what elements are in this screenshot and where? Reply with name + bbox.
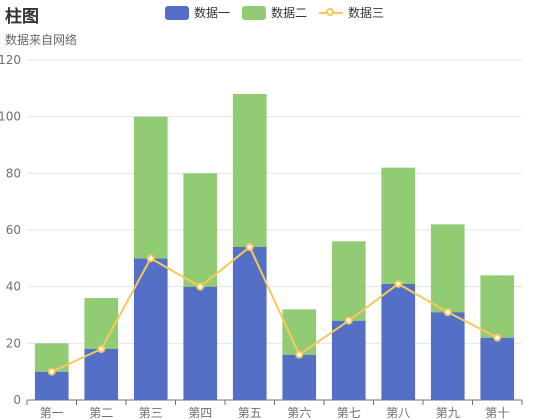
x-tick-label-3: 第三 [139,406,163,420]
bar-series-2-4 [183,173,218,287]
line-point-5 [245,243,254,251]
y-tick-label-0: 0 [13,393,21,407]
line-point-9 [443,308,452,317]
y-tick-label-120: 120 [0,53,21,67]
line-point-4 [196,282,205,291]
legend-item-series-3[interactable]: 数据三 [319,4,384,21]
x-tick-label-5: 第五 [238,406,262,420]
line-point-2 [97,345,106,353]
bar-series-1-5 [232,247,267,400]
bar-series-2-5 [232,94,267,247]
line-point-8 [394,279,403,288]
x-tick-label-8: 第八 [386,406,410,420]
y-tick-label-100: 100 [0,110,21,124]
bar-series-1-6 [282,354,317,400]
bar-series-2-2 [84,298,119,349]
legend-item-series-2[interactable]: 数据二 [242,4,307,21]
bar-series-1-9 [430,312,465,400]
x-tick-label-1: 第一 [40,406,64,420]
line-point-3 [146,254,155,263]
line-point-7 [344,316,353,325]
bar-series-1-10 [480,337,515,400]
legend-label-series-2: 数据二 [271,6,308,20]
x-tick-label-10: 第十 [485,406,509,420]
x-tick-label-2: 第二 [89,406,113,420]
legend: 数据一 数据二 数据三 [165,4,396,21]
line-point-10 [493,333,502,342]
line-point-6 [295,350,304,359]
bar-series-2-9 [430,224,465,313]
x-tick-label-4: 第四 [188,406,212,420]
bar-series-2-1 [34,343,69,372]
bar-series-2-10 [480,275,515,338]
bar-series-2-6 [282,309,317,355]
x-tick-label-9: 第九 [436,406,460,420]
chart-title: 柱图 [5,7,39,27]
x-tick-label-7: 第七 [337,406,361,420]
line-point-1 [47,367,56,376]
legend-label-series-1: 数据一 [194,6,231,20]
bar-series-1-8 [381,283,416,400]
legend-line-icon-series-3 [319,6,344,20]
bar-series-2-8 [381,167,416,284]
bar-series-1-7 [331,320,366,400]
y-tick-label-80: 80 [6,166,21,180]
bar-series-2-7 [331,241,366,321]
bar-series-1-4 [183,286,218,400]
legend-label-series-3: 数据三 [348,6,385,20]
y-tick-label-60: 60 [6,223,21,237]
y-tick-label-40: 40 [6,280,21,294]
bar-series-1-3 [133,258,168,400]
y-tick-label-20: 20 [6,336,21,350]
chart-subtitle: 数据来自网络 [5,33,78,47]
bar-series-1-2 [84,349,119,400]
legend-swatch-series-1 [165,5,189,20]
x-tick-label-6: 第六 [287,406,311,420]
line-series-3 [51,245,498,373]
bar-series-2-3 [133,116,168,259]
bar-series-1-1 [34,371,69,400]
legend-swatch-series-2 [242,5,267,20]
legend-item-series-1[interactable]: 数据一 [165,4,230,21]
